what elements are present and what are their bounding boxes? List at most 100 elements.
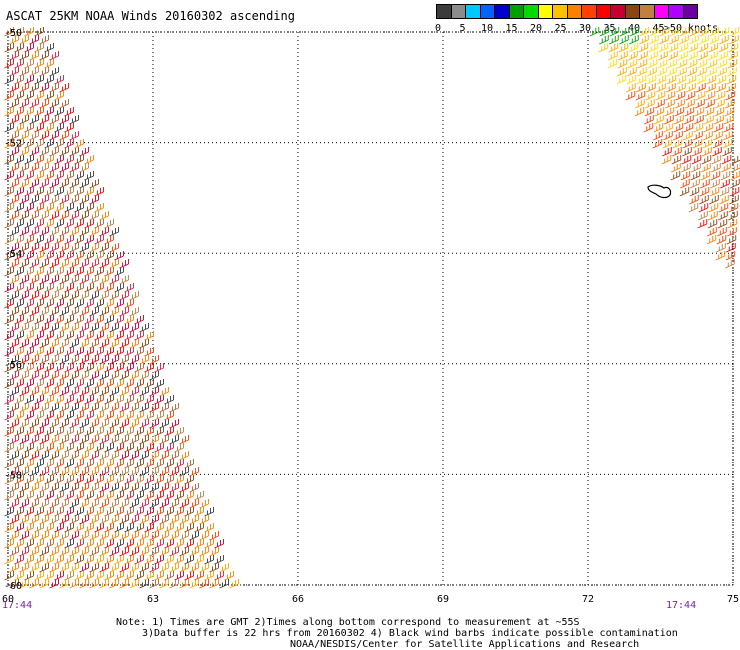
wind-barb [678,43,689,53]
wind-barb [49,451,59,461]
wind-barb [109,563,119,573]
wind-barb [89,483,99,493]
wind-barb [672,139,683,149]
wind-barb [94,331,104,341]
wind-barb [64,251,74,261]
wind-barb [134,523,144,533]
wind-barb [164,411,174,421]
wind-barb [34,187,44,197]
wind-barb [149,387,159,397]
wind-barb [9,355,19,365]
wind-barb [84,347,94,357]
wind-barb [14,91,24,101]
wind-barb [99,243,109,253]
wind-barb [74,507,84,517]
wind-barb [164,507,174,517]
wind-barb [64,299,74,309]
wind-barb [79,275,89,285]
wind-barb [687,59,698,69]
wind-barb [104,235,114,245]
wind-barb [154,379,164,389]
wind-barb [645,99,655,109]
wind-barb [726,235,737,245]
wind-barb [39,467,49,477]
wind-barb [49,163,59,173]
wind-barb [49,291,59,301]
wind-barb [4,507,14,517]
wind-barb [4,315,14,325]
wind-barb [89,435,99,445]
wind-barb [44,411,54,421]
wind-barb [34,27,44,37]
wind-barb [659,35,669,45]
wind-barb [4,27,14,37]
wind-barb [94,427,104,437]
colorbar-swatch [682,4,698,19]
wind-barb [74,283,84,293]
wind-barb [134,379,144,389]
wind-barb [119,547,129,557]
wind-barb [79,323,89,333]
wind-barb [119,355,129,365]
wind-barb [708,211,718,221]
wind-barb [94,203,104,213]
wind-barb [119,451,129,461]
wind-barb [54,299,64,309]
wind-barb [64,507,74,517]
wind-barb [39,355,49,365]
wind-barb [49,435,59,445]
wind-barb [691,163,701,173]
wind-barb [14,331,24,341]
wind-barb [94,363,104,373]
wind-barb [74,347,84,357]
wind-barb [29,451,39,461]
wind-barb [626,75,637,85]
wind-barb [179,515,189,525]
wind-barb [618,51,628,61]
wind-barb [29,483,39,493]
wind-barb [607,59,618,69]
wind-barb [209,531,219,541]
wind-barb [79,547,89,557]
wind-barb [39,323,49,333]
wind-barb [659,27,670,37]
wind-barb [154,411,164,421]
wind-barb [139,515,149,525]
wind-barb [668,51,678,61]
wind-barb [4,267,14,277]
wind-barb [644,107,655,117]
wind-barb [629,35,639,45]
wind-barb [635,91,646,101]
wind-barb [9,147,19,157]
wind-barb [681,155,692,165]
wind-barb [699,27,710,37]
wind-barb [199,563,209,573]
wind-barb [164,443,174,453]
wind-barb [688,43,699,53]
note-line-1: Note: 1) Times are GMT 2)Times along bot… [116,617,580,628]
wind-barb [648,43,659,53]
wind-barb [129,435,139,445]
wind-barb [721,155,732,165]
wind-barb [129,579,139,589]
wind-barb [655,91,666,101]
wind-barb [9,243,19,253]
wind-barb [24,459,34,469]
wind-barb [99,547,109,557]
wind-barb [24,27,34,37]
wind-barb [119,563,129,573]
wind-barb [94,347,104,357]
wind-barb [700,179,710,189]
wind-barb [179,435,189,445]
wind-barb [89,403,99,413]
wind-barb [698,43,709,53]
wind-barb [719,187,730,197]
wind-barb [144,411,154,421]
wind-barb [14,43,24,53]
wind-barb [154,507,164,517]
wind-barb [722,139,733,149]
wind-barb [19,563,29,573]
wind-barb [94,475,104,485]
wind-barb [104,331,114,341]
wind-barb [683,123,694,133]
